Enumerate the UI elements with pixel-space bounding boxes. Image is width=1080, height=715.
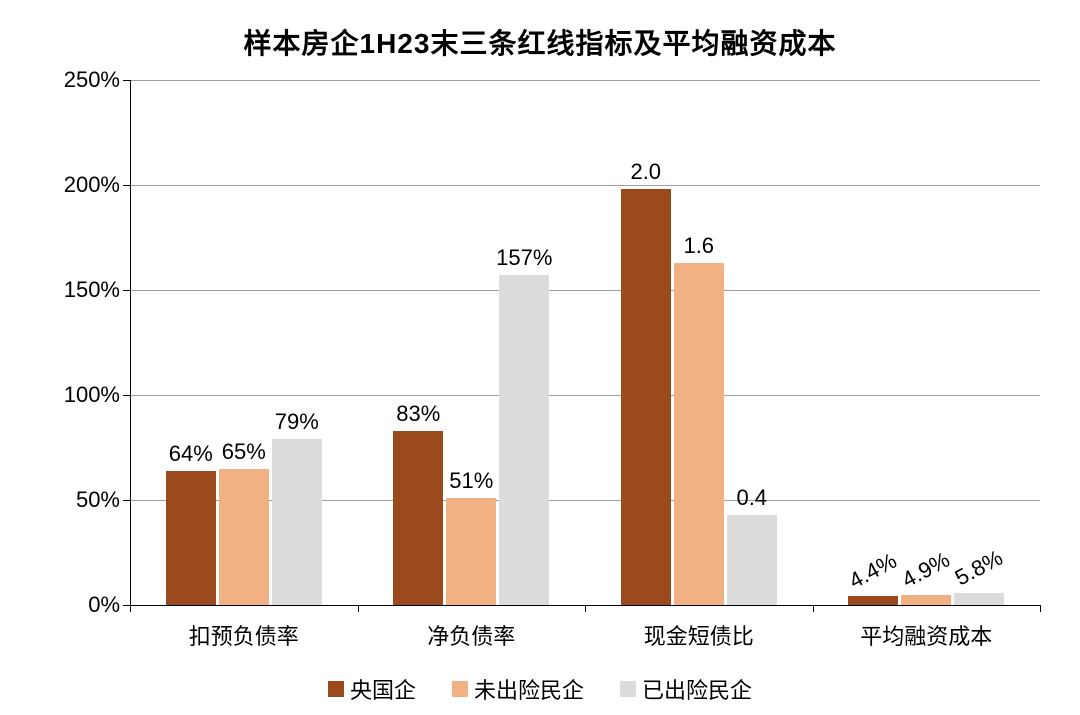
y-tick-mark [123, 395, 130, 396]
bar [393, 431, 443, 605]
y-tick-label: 150% [64, 277, 120, 303]
x-category-label: 现金短债比 [644, 619, 754, 651]
gridline [130, 185, 1040, 186]
bar-data-label: 2.0 [630, 159, 661, 185]
legend-swatch [328, 681, 344, 697]
bar [219, 469, 269, 606]
legend-item: 已出险民企 [620, 673, 752, 705]
legend-swatch [452, 681, 468, 697]
bar-data-label: 51% [449, 468, 493, 494]
bar [446, 498, 496, 605]
bar-data-label: 157% [496, 245, 552, 271]
bar-data-label: 5.8% [951, 545, 1007, 592]
x-tick-mark [358, 605, 359, 612]
x-tick-mark [813, 605, 814, 612]
x-category-label: 净负债率 [427, 619, 515, 651]
legend-item: 未出险民企 [452, 673, 584, 705]
bar-data-label: 83% [396, 401, 440, 427]
y-tick-mark [123, 290, 130, 291]
y-tick-label: 50% [76, 487, 120, 513]
y-tick-mark [123, 80, 130, 81]
bar [674, 263, 724, 605]
gridline [130, 395, 1040, 396]
y-tick-label: 100% [64, 382, 120, 408]
legend-label: 央国企 [350, 673, 416, 705]
chart-title: 样本房企1H23末三条红线指标及平均融资成本 [0, 0, 1080, 62]
x-tick-mark [130, 605, 131, 612]
x-tick-mark [1040, 605, 1041, 612]
legend-label: 已出险民企 [642, 673, 752, 705]
bar [499, 275, 549, 605]
y-tick-mark [123, 605, 130, 606]
y-tick-label: 0% [88, 592, 120, 618]
y-tick-label: 200% [64, 172, 120, 198]
x-tick-mark [585, 605, 586, 612]
bar-data-label: 4.9% [898, 546, 954, 593]
y-tick-mark [123, 185, 130, 186]
bar-data-label: 0.4 [736, 485, 767, 511]
bar [621, 189, 671, 605]
y-tick-mark [123, 500, 130, 501]
bar-data-label: 1.6 [683, 233, 714, 259]
x-category-label: 扣预负债率 [189, 619, 299, 651]
bar-data-label: 4.4% [845, 547, 901, 594]
bar [848, 596, 898, 605]
x-category-label: 平均融资成本 [860, 619, 992, 651]
bar [727, 515, 777, 605]
bar-data-label: 79% [275, 409, 319, 435]
y-axis-line [130, 80, 131, 605]
bar [901, 595, 951, 605]
legend-swatch [620, 681, 636, 697]
gridline [130, 290, 1040, 291]
legend-item: 央国企 [328, 673, 416, 705]
plot-area: 64%65%79%扣预负债率83%51%157%净负债率2.01.60.4现金短… [130, 80, 1040, 605]
bar [272, 439, 322, 605]
legend-label: 未出险民企 [474, 673, 584, 705]
bar [166, 471, 216, 605]
bar-data-label: 64% [169, 441, 213, 467]
y-tick-label: 250% [64, 67, 120, 93]
bar [954, 593, 1004, 605]
legend: 央国企 未出险民企 已出险民企 [0, 673, 1080, 705]
bar-data-label: 65% [222, 439, 266, 465]
gridline [130, 80, 1040, 81]
